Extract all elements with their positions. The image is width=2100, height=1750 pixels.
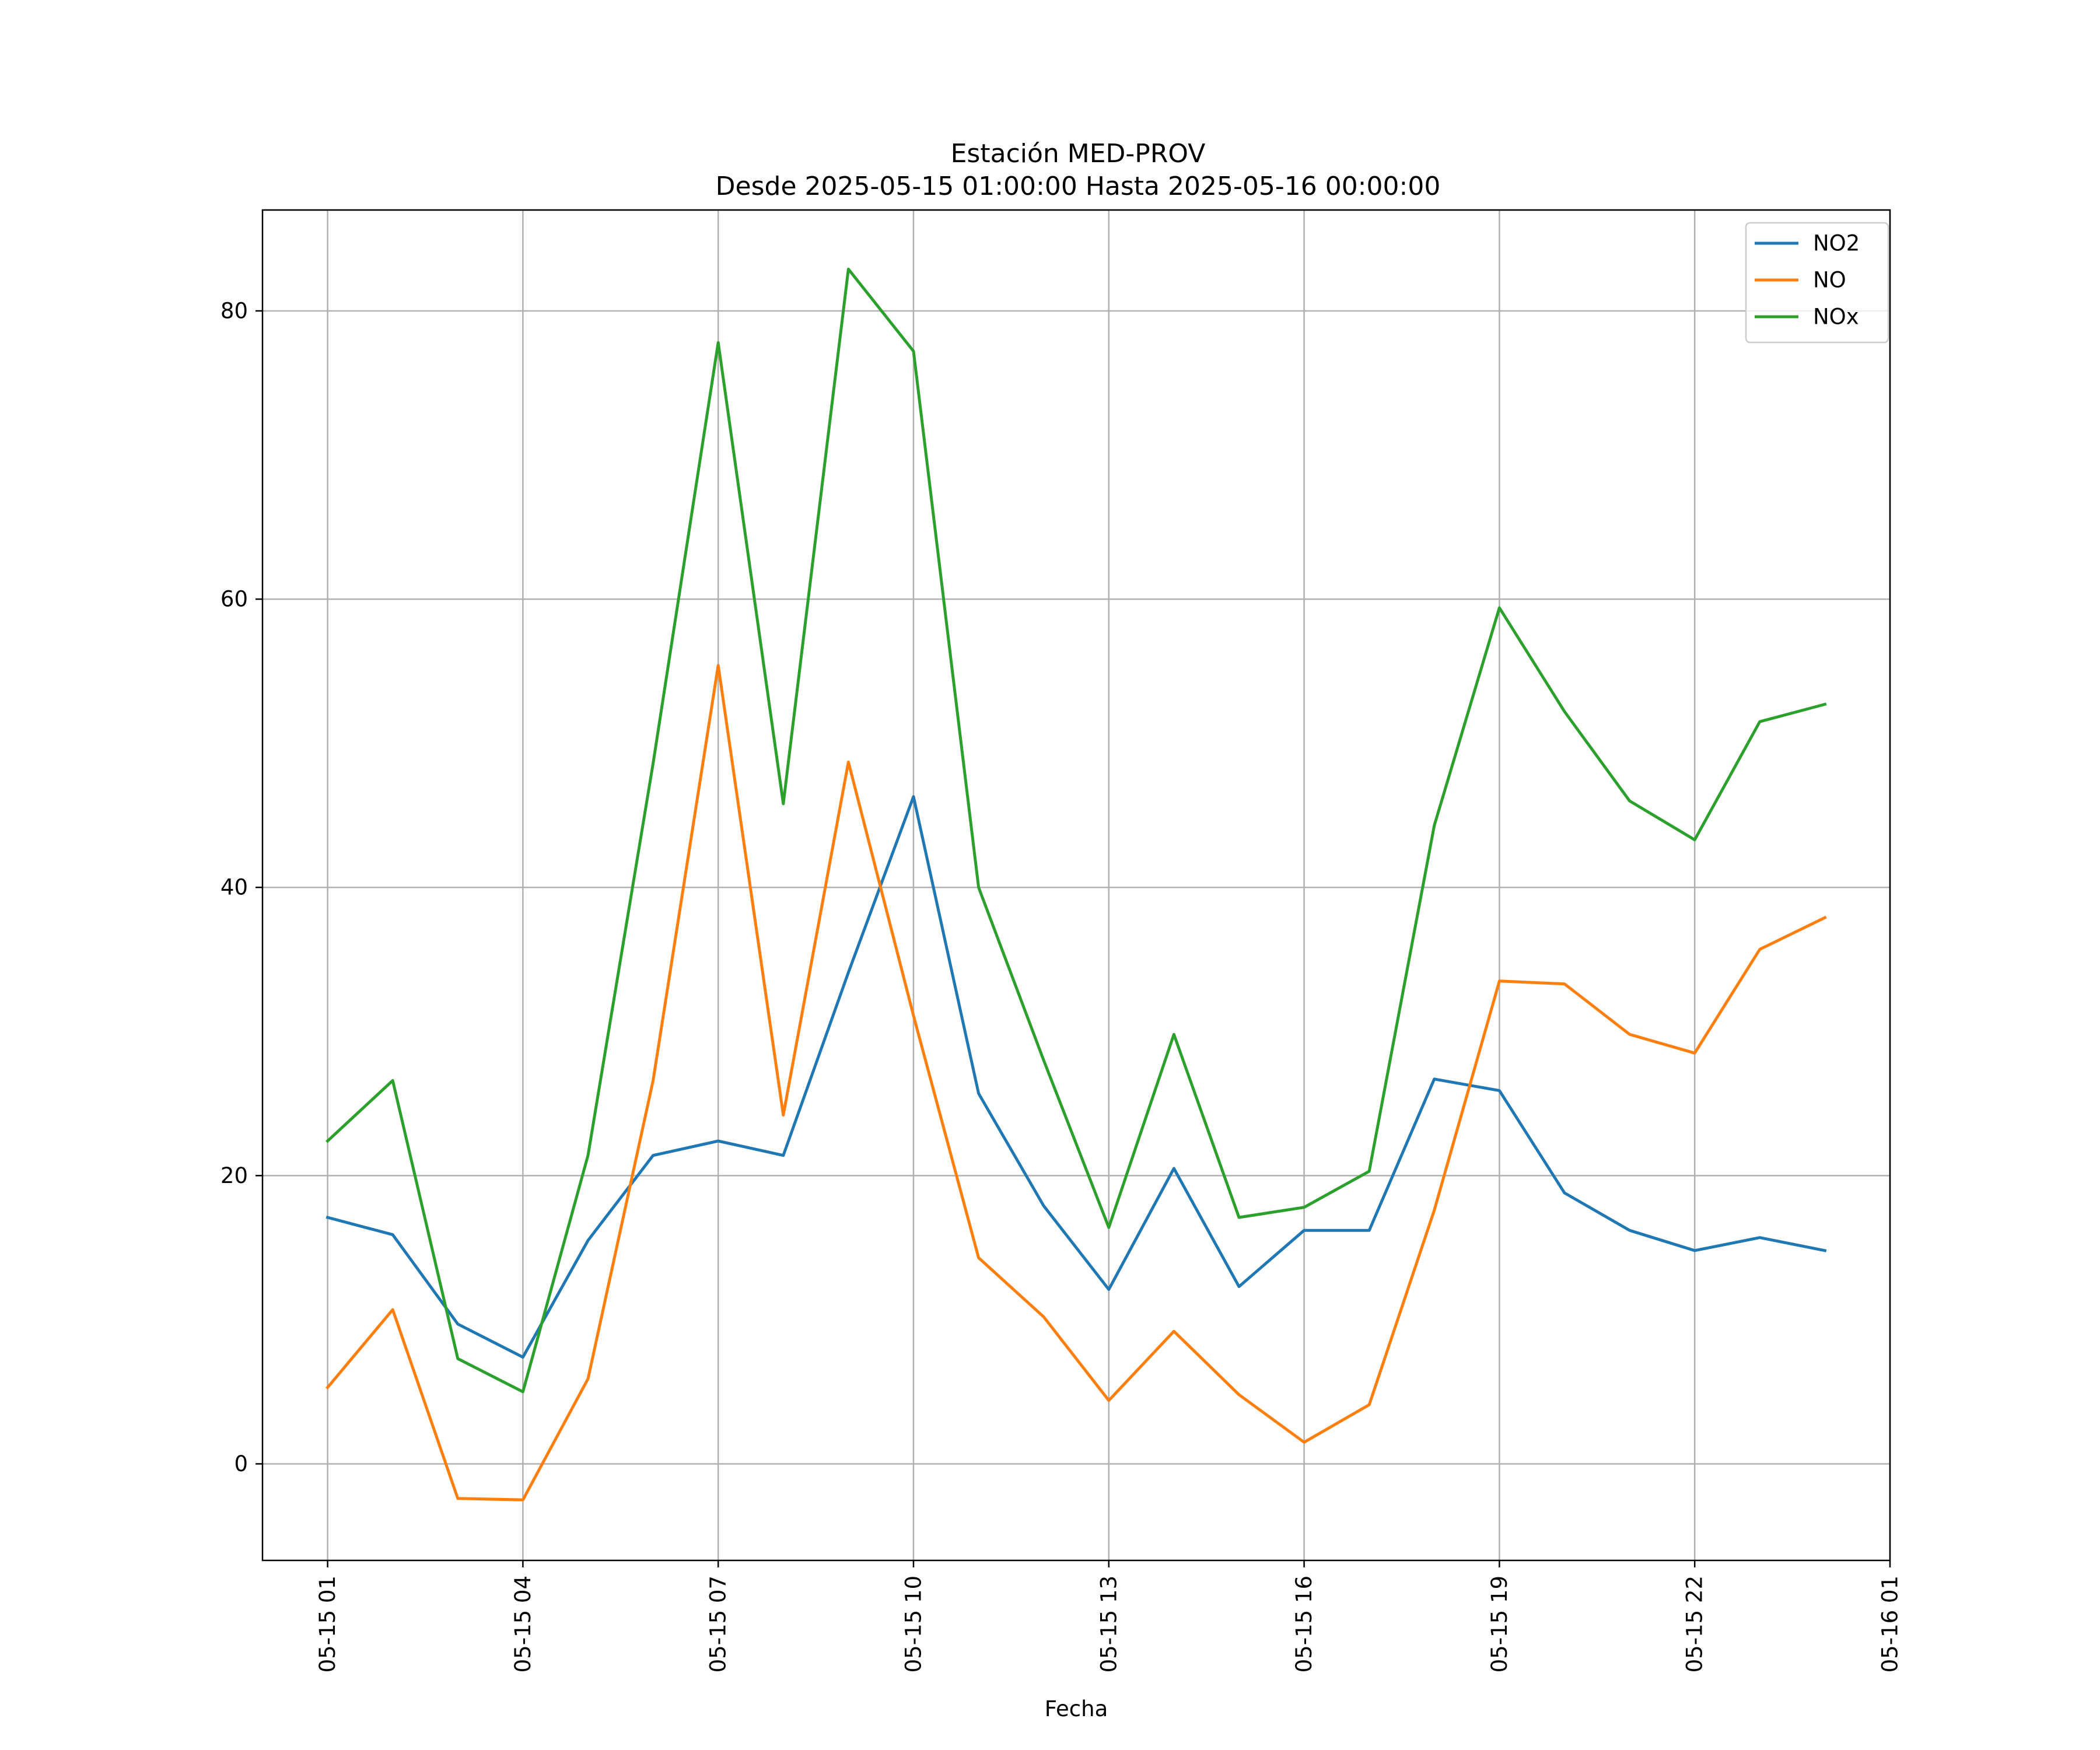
- chart-title-line-1: Estación MED-PROV: [951, 139, 1206, 169]
- x-tick-label: 05-15 10: [901, 1576, 926, 1672]
- legend-label-no2: NO2: [1813, 231, 1860, 256]
- legend-box: [1745, 222, 1889, 344]
- series-line-no2: [326, 795, 1827, 1359]
- series-line-nox: [326, 267, 1827, 1394]
- ticks-layer: 05-15 01 05-15 04 05-15 07 05-15 10 05-15 13…: [220, 298, 1903, 1672]
- series-layer: [326, 267, 1827, 1502]
- x-tick-label: 05-15 13: [1096, 1576, 1121, 1672]
- y-tick-label: 40: [220, 875, 248, 900]
- y-tick-label: 60: [220, 587, 248, 612]
- legend-label-nox: NOx: [1813, 304, 1859, 330]
- legend-label-no: NO: [1813, 268, 1846, 293]
- x-tick-label: 05-15 01: [315, 1576, 340, 1672]
- legend: NO2 NO NOx: [1745, 222, 1889, 344]
- x-tick-label: 05-15 07: [706, 1576, 731, 1672]
- plot-frame: [261, 209, 1891, 1562]
- x-tick-label: 05-16 01: [1878, 1576, 1903, 1672]
- x-tick-label: 05-15 16: [1292, 1576, 1317, 1672]
- y-tick-label: 20: [220, 1163, 248, 1188]
- y-tick-label: 80: [220, 298, 248, 323]
- series-line-no: [326, 664, 1827, 1502]
- chart-title-line-2: Desde 2025-05-15 01:00:00 Hasta 2025-05-…: [716, 172, 1441, 201]
- x-tick-label: 05-15 04: [510, 1576, 536, 1672]
- x-tick-label: 05-15 22: [1682, 1576, 1707, 1672]
- x-tick-label: 05-15 19: [1487, 1576, 1512, 1672]
- y-tick-label: 0: [234, 1451, 248, 1476]
- x-axis-label: Fecha: [1045, 1696, 1108, 1721]
